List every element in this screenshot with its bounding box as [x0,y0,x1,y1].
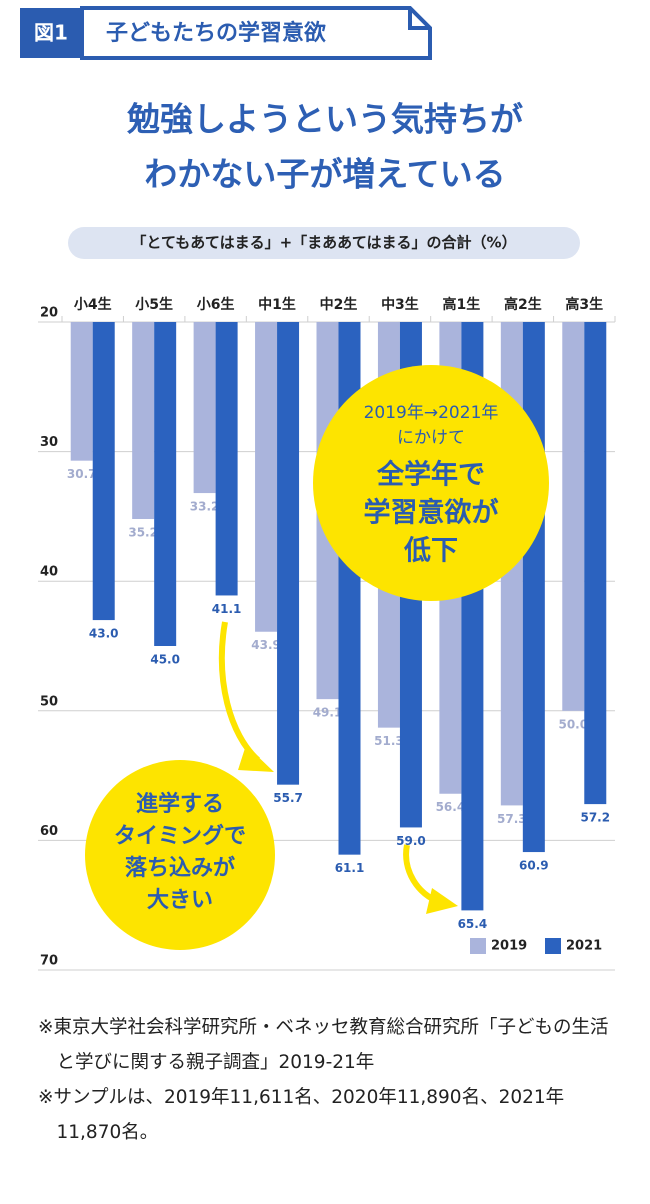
legend-label: 2019 [491,939,527,954]
value-label: 45.0 [150,653,180,667]
header-title: 子どもたちの学習意欲 [106,20,326,46]
note: ※サンプルは、2019年11,611名、2020年11,890名、2021年11… [38,1087,565,1143]
x-tick-label: 小4生 [74,296,112,313]
fold [408,8,430,30]
bar [92,322,115,621]
bar [522,322,545,853]
subtitle: 「とてもあてはまる」+「まああてはまる」の合計（%） [131,234,516,252]
value-label: 33.2 [190,500,220,514]
value-label: 50.0 [558,717,588,731]
annotation: 全学年で [376,459,485,491]
tag: 図1 [34,21,68,45]
header-box [80,6,432,60]
value-label: 49.1 [313,706,343,720]
value-label: 60.9 [519,859,549,873]
x-tick-label: 高3生 [565,296,603,313]
bar [562,322,585,711]
chart-title: 勉強しようという気持ちが [126,100,523,139]
arrow-head [426,888,458,914]
x-tick-label: 小6生 [197,296,235,313]
x-tick-label: 中2生 [320,296,358,313]
legend-swatch [470,938,486,954]
x-tick-label: 中1生 [258,296,296,313]
y-tick-label: 50 [40,694,58,709]
bar [255,322,278,632]
annotations: 2019年→2021年にかけて全学年で学習意欲が低下進学するタイミングで落ち込み… [114,403,499,913]
value-label: 57.3 [497,812,527,826]
y-tick-label: 40 [40,565,58,580]
value-label: 43.9 [251,638,281,652]
x-tick-label: 中3生 [381,296,419,313]
bar [70,322,93,461]
notes: ※東京大学社会科学研究所・ベネッセ教育総合研究所「子どもの生活と学びに関する親子… [38,1010,623,1150]
annotation: 大きい [147,888,213,913]
annotation: 低下 [403,536,458,567]
callout-circle [85,760,275,950]
value-label: 30.7 [67,467,97,481]
bar [215,322,238,596]
bar [277,322,300,785]
y-tick-label: 60 [40,824,58,839]
tag-box [20,8,82,58]
chart: 図1 子どもたちの学習意欲 勉強しようという気持ちが わかない子が増えている 「… [20,6,616,971]
arrow-head [238,745,274,772]
annotation: 学習意欲が [364,497,499,529]
value-label: 61.1 [335,861,365,875]
annotation: 2019年→2021年 [364,403,499,423]
chart-title: わかない子が増えている [144,155,505,194]
bar [154,322,177,646]
note: ※東京大学社会科学研究所・ベネッセ教育総合研究所「子どもの生活と学びに関する親子… [38,1017,609,1073]
x-tick-label: 高1生 [443,296,481,313]
y-tick-label: 30 [40,435,58,450]
bar [132,322,155,519]
value-label: 59.0 [396,834,426,848]
annotation: 進学する [136,791,224,817]
value-label: 43.0 [89,627,119,641]
y-tick-label: 20 [40,306,58,321]
legend-swatch [545,938,561,954]
annotation: にかけて [397,428,465,448]
bar [193,322,216,494]
value-label: 35.2 [128,525,158,539]
bar [584,322,607,805]
x-tick-label: 小5生 [135,296,173,313]
value-label: 51.3 [374,734,404,748]
x-tick-label: 高2生 [504,296,542,313]
y-tick-label: 70 [40,954,58,969]
subtitle-pill [68,227,580,259]
value-label: 41.1 [212,602,242,616]
callout-circle [313,365,549,601]
value-label: 56.4 [436,800,466,814]
value-label: 57.2 [580,811,610,825]
value-label: 55.7 [273,791,303,805]
legend-label: 2021 [566,939,602,954]
annotation: タイミングで [114,823,246,849]
annotation: 落ち込みが [125,855,235,881]
value-label: 65.4 [458,917,488,931]
